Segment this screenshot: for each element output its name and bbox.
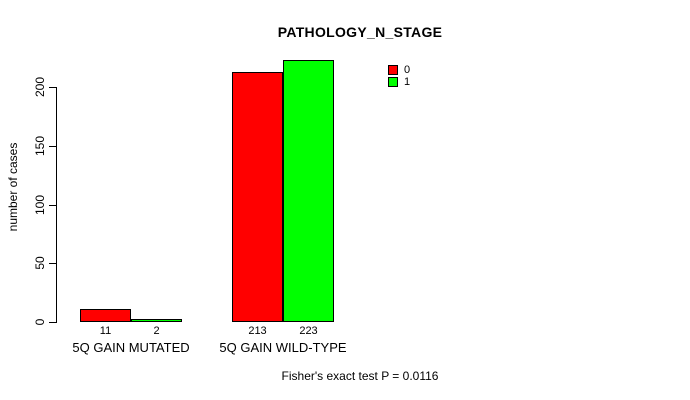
legend-label: 0	[404, 64, 411, 76]
chart-title: PATHOLOGY_N_STAGE	[277, 24, 443, 40]
bar-value-label: 223	[299, 325, 318, 337]
y-tick-label: 100	[33, 194, 47, 216]
y-axis-tick	[49, 87, 56, 88]
legend-swatch	[388, 77, 398, 87]
y-axis-tick	[49, 205, 56, 206]
bar-value-label: 2	[153, 325, 160, 337]
y-tick-label: 200	[33, 76, 47, 98]
bar-value-label: 213	[248, 325, 267, 337]
bar-value-label: 11	[99, 325, 112, 337]
y-tick-label: 150	[33, 135, 47, 157]
y-axis-tick	[49, 146, 56, 147]
bar	[80, 309, 131, 322]
annotation-text: Fisher's exact test P = 0.0116	[281, 369, 439, 383]
y-tick-label: 50	[33, 256, 47, 270]
bar	[283, 60, 334, 322]
y-axis-title: number of cases	[6, 142, 20, 232]
y-axis-tick	[49, 322, 56, 323]
bar	[131, 319, 182, 322]
y-axis-line	[56, 87, 57, 323]
legend-swatch	[388, 65, 398, 75]
category-label: 5Q GAIN MUTATED	[72, 340, 190, 355]
category-label: 5Q GAIN WILD-TYPE	[219, 340, 347, 355]
y-tick-label: 0	[33, 318, 47, 326]
legend-label: 1	[404, 76, 411, 88]
y-axis-tick	[49, 263, 56, 264]
bar	[232, 72, 283, 322]
